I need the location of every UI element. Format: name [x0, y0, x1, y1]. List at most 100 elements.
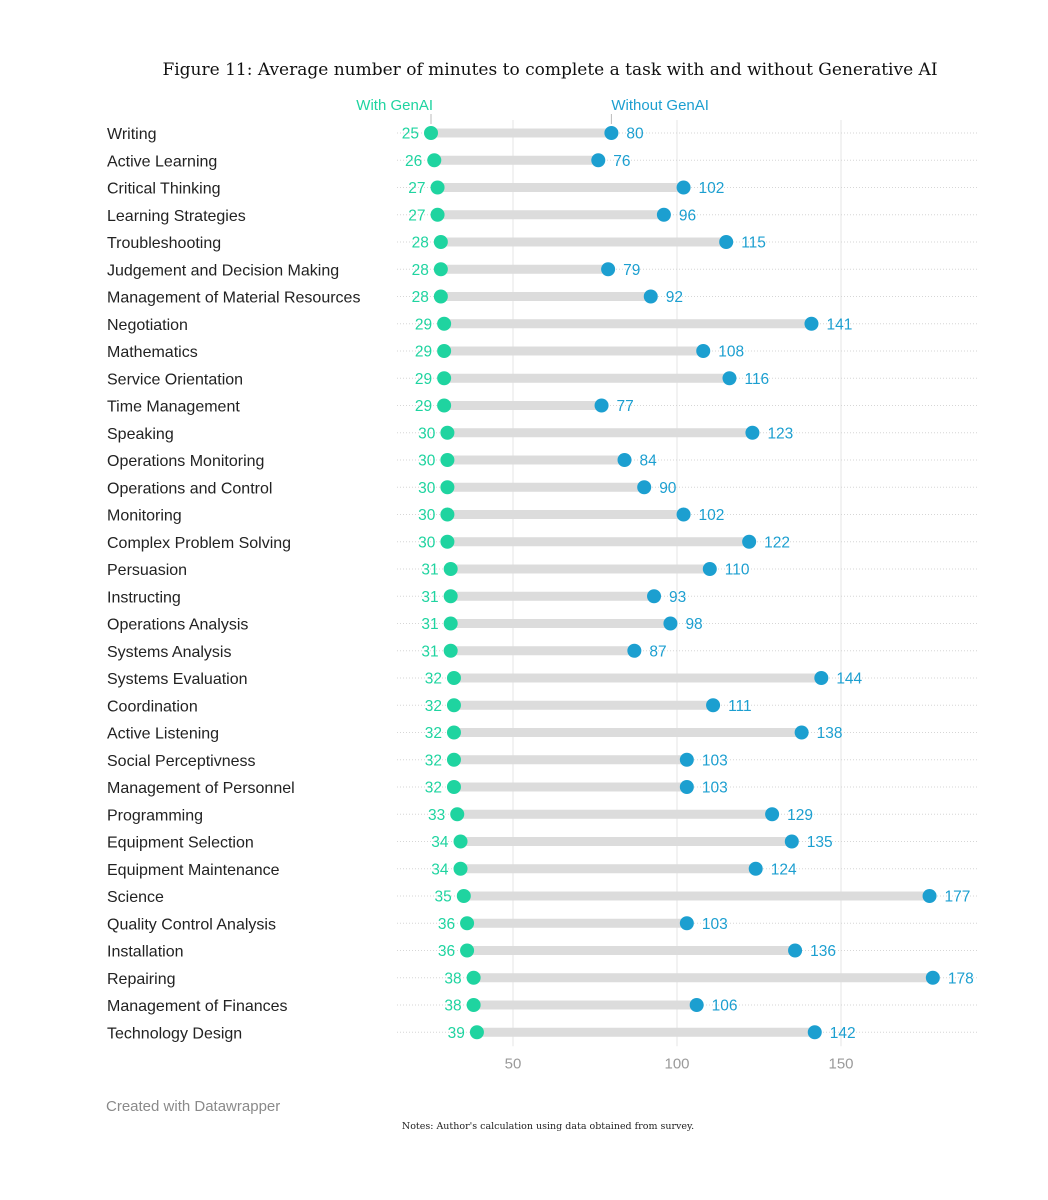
with-genai-value-label: 31: [421, 562, 438, 579]
with-genai-dot: [443, 643, 458, 658]
without-genai-value-label: 103: [702, 916, 728, 933]
with-genai-dot: [427, 153, 442, 168]
without-genai-value-label: 76: [613, 153, 630, 170]
with-genai-dot: [453, 861, 468, 876]
with-genai-value-label: 29: [415, 316, 432, 333]
without-genai-value-label: 178: [948, 970, 974, 987]
without-genai-dot: [627, 643, 642, 658]
category-label: Operations and Control: [107, 480, 272, 497]
with-genai-value-label: 27: [408, 207, 425, 224]
category-label: Judgement and Decision Making: [107, 262, 339, 279]
without-genai-dot: [784, 834, 799, 849]
category-label: Instructing: [107, 589, 181, 606]
datawrapper-credit: Created with Datawrapper: [106, 1098, 281, 1115]
with-genai-dot: [443, 589, 458, 604]
without-genai-value-label: 87: [649, 643, 666, 660]
category-label: Troubleshooting: [107, 235, 221, 252]
without-genai-dot: [807, 1025, 822, 1040]
with-genai-value-label: 29: [415, 371, 432, 388]
with-genai-dot: [430, 207, 445, 222]
with-genai-value-label: 29: [415, 344, 432, 361]
with-genai-dot: [440, 453, 455, 467]
with-genai-value-label: 30: [418, 453, 436, 470]
category-label: Writing: [107, 126, 157, 143]
without-genai-value-label: 103: [702, 752, 728, 769]
category-label: Management of Material Resources: [107, 290, 360, 307]
with-genai-value-label: 28: [412, 262, 429, 279]
with-genai-dot: [450, 807, 465, 822]
with-genai-dot: [469, 1025, 484, 1040]
without-genai-value-label: 84: [640, 453, 658, 470]
category-label: Operations Monitoring: [107, 453, 264, 470]
without-genai-dot: [922, 889, 937, 903]
category-label: Equipment Maintenance: [107, 862, 280, 879]
with-genai-dot: [446, 698, 461, 713]
with-genai-dot: [446, 752, 461, 767]
without-genai-dot: [702, 562, 717, 576]
with-genai-value-label: 32: [425, 780, 442, 797]
legend-with-genai: With GenAI: [356, 97, 433, 114]
without-genai-value-label: 102: [699, 180, 725, 197]
with-genai-dot: [437, 344, 452, 358]
without-genai-dot: [765, 807, 780, 822]
without-genai-value-label: 111: [728, 698, 752, 715]
category-label: Quality Control Analysis: [107, 916, 276, 933]
with-genai-dot: [433, 262, 448, 277]
category-label: Equipment Selection: [107, 835, 254, 852]
with-genai-dot: [440, 425, 455, 440]
without-genai-dot: [679, 752, 694, 767]
without-genai-value-label: 129: [787, 807, 813, 824]
without-genai-dot: [925, 970, 940, 985]
without-genai-value-label: 116: [744, 371, 769, 388]
with-genai-dot: [456, 889, 471, 903]
with-genai-value-label: 35: [435, 889, 452, 906]
category-label: Programming: [107, 807, 203, 824]
without-genai-dot: [656, 207, 671, 222]
with-genai-dot: [443, 616, 458, 631]
category-label: Technology Design: [107, 1025, 242, 1042]
without-genai-value-label: 96: [679, 207, 696, 224]
without-genai-dot: [647, 589, 662, 604]
without-genai-dot: [706, 698, 721, 713]
with-genai-dot: [440, 480, 455, 495]
with-genai-value-label: 34: [431, 834, 449, 851]
without-genai-value-label: 177: [945, 889, 971, 906]
with-genai-dot: [466, 970, 481, 985]
legend-without-genai: Without GenAI: [611, 97, 709, 114]
category-label: Installation: [107, 944, 184, 961]
category-label: Monitoring: [107, 508, 182, 525]
category-label: Science: [107, 889, 164, 906]
with-genai-dot: [433, 289, 448, 304]
without-genai-value-label: 110: [725, 562, 750, 579]
category-label: Social Perceptivness: [107, 753, 256, 770]
without-genai-dot: [604, 126, 619, 140]
with-genai-value-label: 29: [415, 398, 432, 415]
with-genai-dot: [446, 780, 461, 794]
category-label: Management of Finances: [107, 998, 288, 1015]
without-genai-value-label: 102: [699, 507, 725, 524]
without-genai-value-label: 90: [659, 480, 677, 497]
with-genai-value-label: 27: [408, 180, 425, 197]
with-genai-value-label: 28: [412, 235, 429, 252]
without-genai-value-label: 92: [666, 289, 683, 306]
without-genai-dot: [676, 507, 691, 522]
with-genai-dot: [440, 534, 455, 549]
with-genai-value-label: 32: [425, 725, 442, 742]
with-genai-dot: [430, 180, 445, 195]
with-genai-dot: [440, 507, 455, 522]
with-genai-dot: [446, 671, 461, 685]
with-genai-dot: [443, 562, 458, 576]
without-genai-value-label: 98: [685, 616, 702, 633]
without-genai-dot: [643, 289, 658, 304]
without-genai-value-label: 123: [767, 425, 793, 442]
with-genai-dot: [466, 998, 481, 1012]
without-genai-dot: [689, 998, 704, 1012]
x-tick-label: 50: [505, 1055, 522, 1072]
category-label: Repairing: [107, 971, 175, 988]
with-genai-value-label: 31: [421, 616, 438, 633]
without-genai-value-label: 141: [826, 316, 852, 333]
without-genai-dot: [591, 153, 606, 168]
with-genai-dot: [453, 834, 468, 849]
figure-title: Figure 11: Average number of minutes to …: [162, 60, 938, 80]
with-genai-value-label: 36: [438, 916, 455, 933]
